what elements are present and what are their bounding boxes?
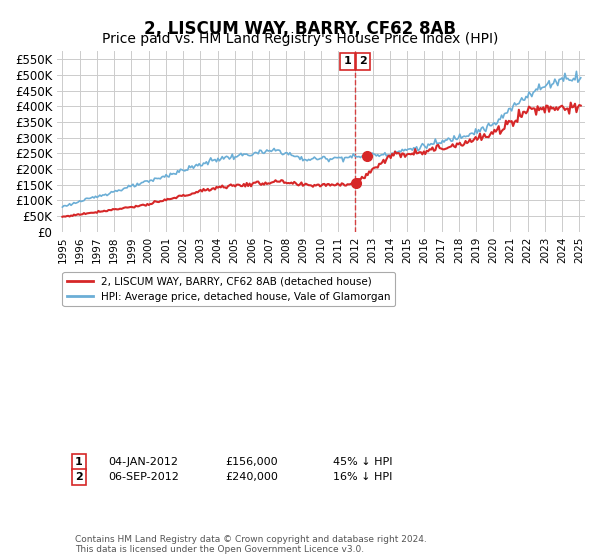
Text: 2, LISCUM WAY, BARRY, CF62 8AB: 2, LISCUM WAY, BARRY, CF62 8AB — [144, 20, 456, 38]
Text: 1: 1 — [344, 57, 352, 67]
Text: 2: 2 — [359, 57, 367, 67]
Text: 2: 2 — [75, 472, 83, 482]
Text: £156,000: £156,000 — [225, 457, 278, 467]
Text: 1: 1 — [75, 457, 83, 467]
Text: 04-JAN-2012: 04-JAN-2012 — [108, 457, 178, 467]
Text: Price paid vs. HM Land Registry's House Price Index (HPI): Price paid vs. HM Land Registry's House … — [102, 32, 498, 46]
Text: Contains HM Land Registry data © Crown copyright and database right 2024.
This d: Contains HM Land Registry data © Crown c… — [75, 535, 427, 554]
Text: 45% ↓ HPI: 45% ↓ HPI — [333, 457, 392, 467]
Legend: 2, LISCUM WAY, BARRY, CF62 8AB (detached house), HPI: Average price, detached ho: 2, LISCUM WAY, BARRY, CF62 8AB (detached… — [62, 272, 395, 306]
Text: £240,000: £240,000 — [225, 472, 278, 482]
Text: 06-SEP-2012: 06-SEP-2012 — [108, 472, 179, 482]
Text: 16% ↓ HPI: 16% ↓ HPI — [333, 472, 392, 482]
